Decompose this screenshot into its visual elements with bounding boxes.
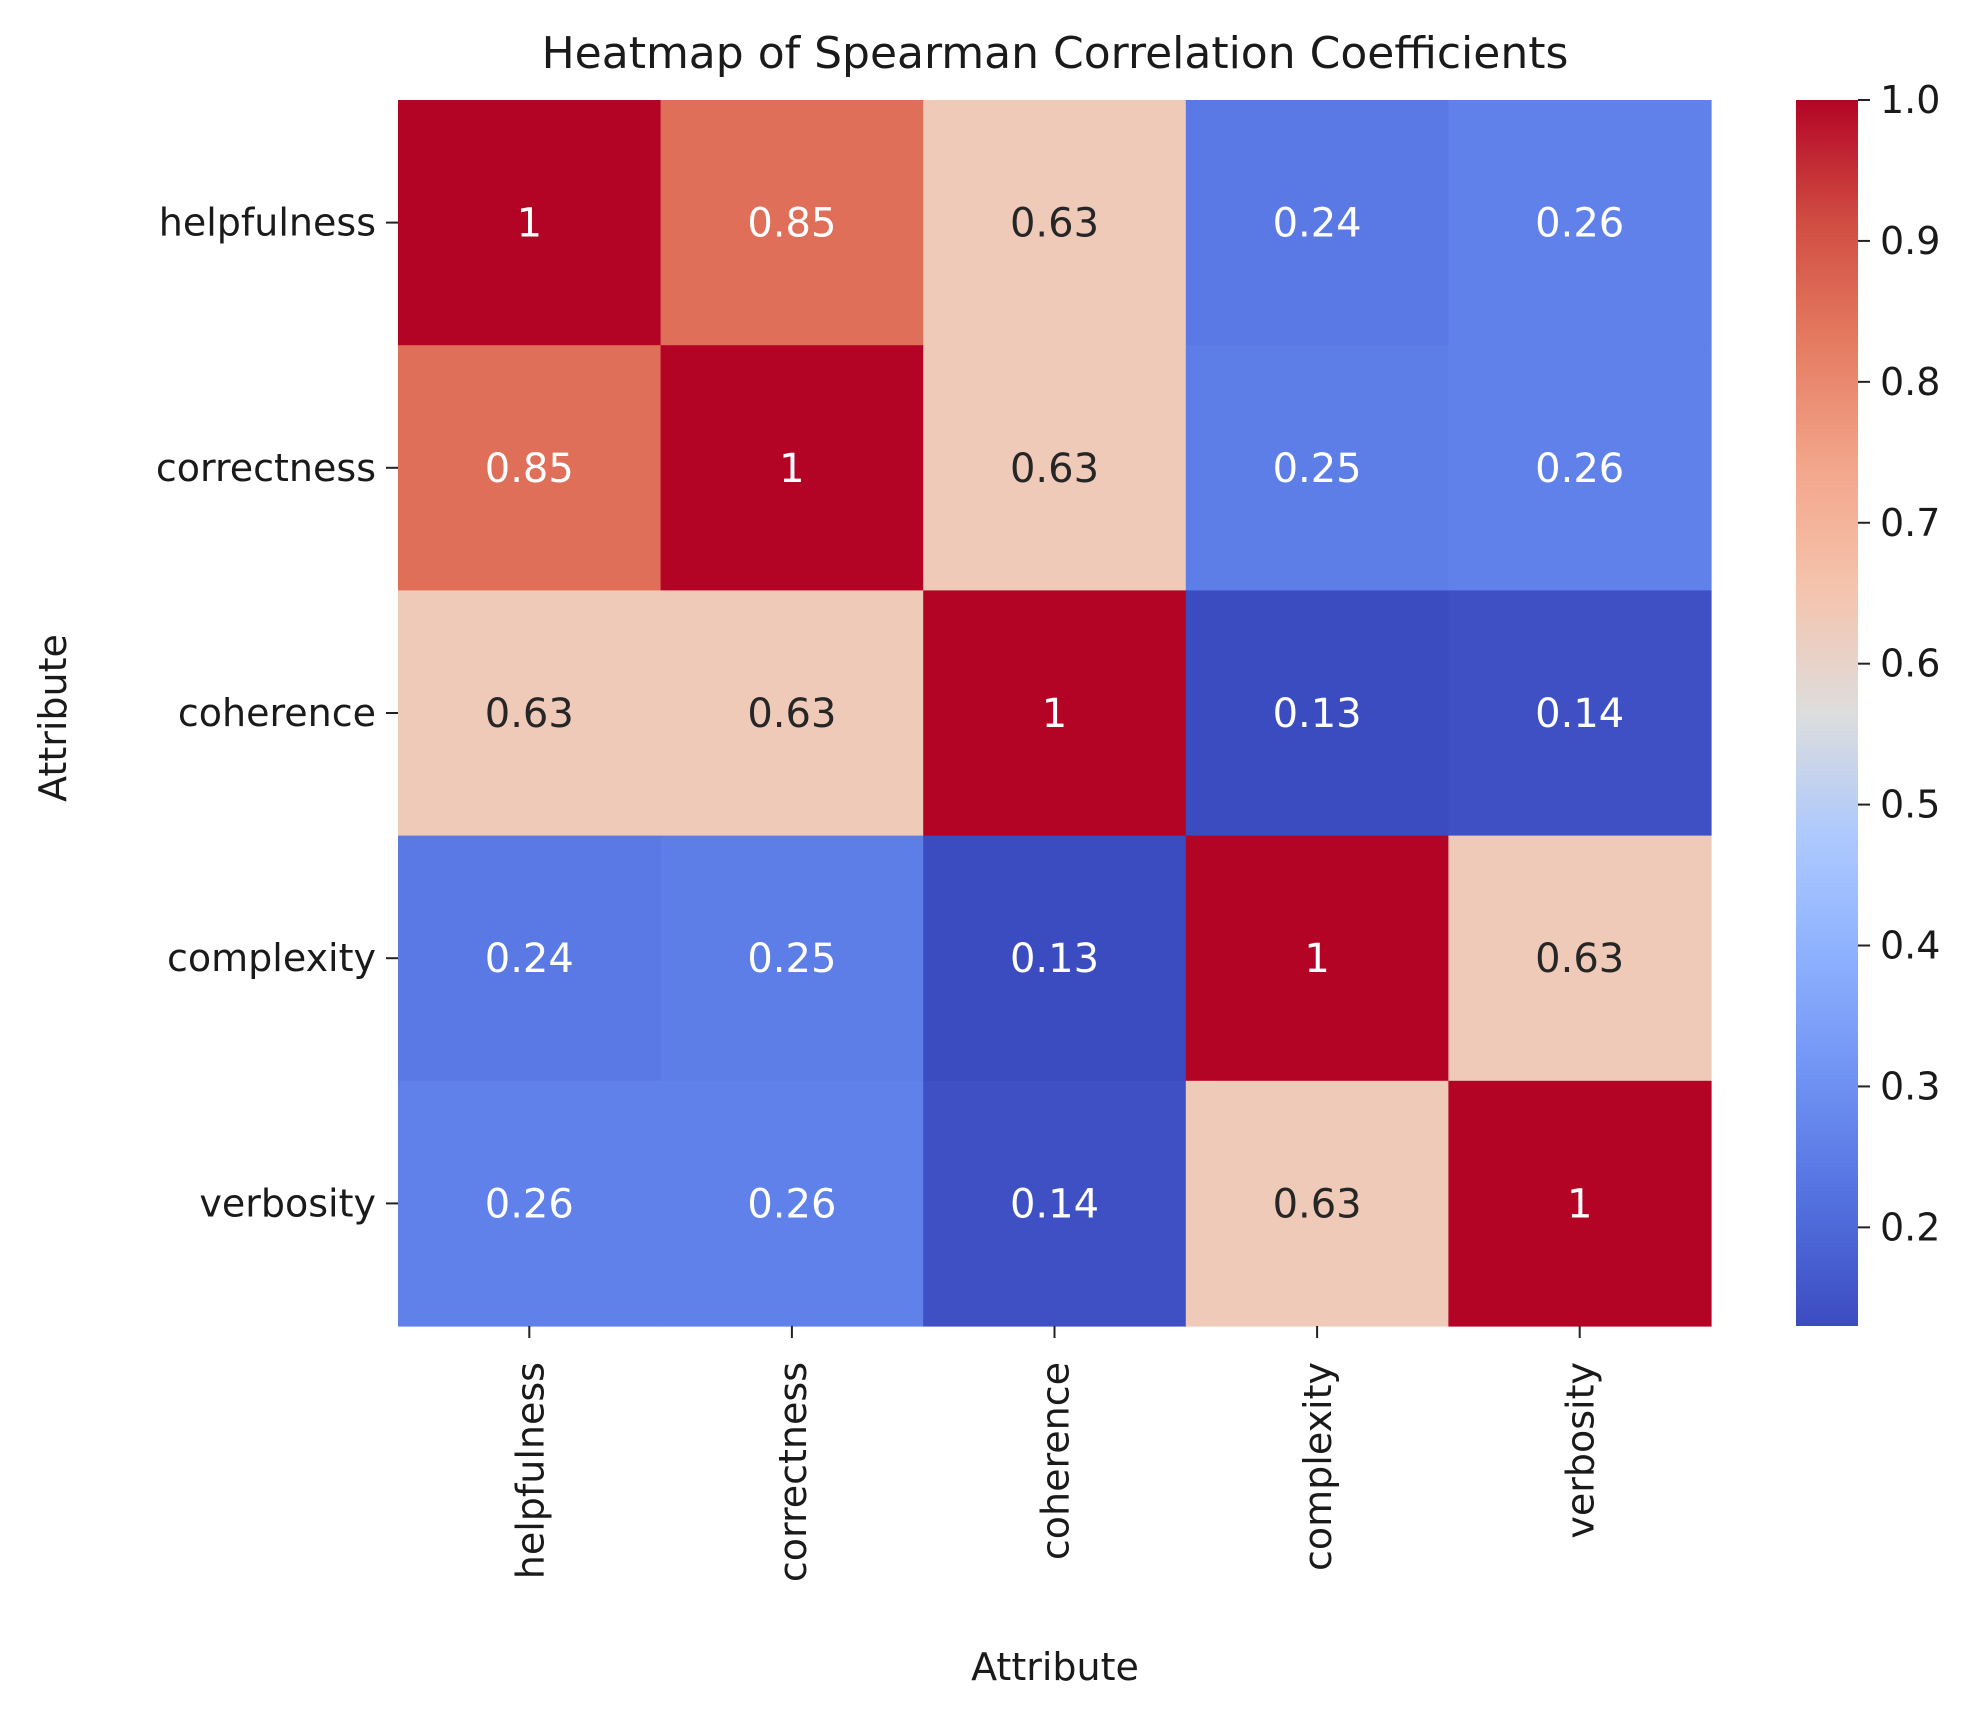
heatmap-cell-coherence-verbosity (1448, 590, 1712, 837)
cell-annotation: 0.26 (1535, 446, 1624, 492)
cell-annotation: 0.14 (1010, 1181, 1099, 1227)
cell-annotation: 0.24 (485, 936, 574, 982)
cell-annotation: 0.63 (747, 691, 836, 737)
y-tick-label-helpfulness: helpfulness (159, 201, 376, 245)
heatmap-cell-verbosity-helpfulness (398, 1080, 662, 1327)
cell-annotation: 0.63 (1010, 446, 1099, 492)
y-tick-label-verbosity: verbosity (199, 1181, 376, 1225)
cell-annotation: 1 (1042, 691, 1067, 737)
heatmap-cell-correctness-coherence (923, 345, 1187, 591)
heatmap-cell-helpfulness-coherence (923, 100, 1187, 346)
heatmap-cell-verbosity-coherence (923, 1080, 1187, 1327)
cell-annotation: 0.26 (747, 1181, 836, 1227)
colorbar-tick-label: 0.4 (1880, 924, 1940, 968)
cell-annotation: 0.85 (747, 201, 836, 247)
colorbar-tick-label: 0.7 (1880, 501, 1940, 545)
x-axis-label: Attribute (971, 1645, 1139, 1689)
colorbar-tick-label: 0.6 (1880, 642, 1940, 686)
cell-annotation: 0.85 (485, 446, 574, 492)
heatmap-cell-complexity-verbosity (1448, 835, 1712, 1082)
cell-annotation: 1 (1567, 1181, 1592, 1227)
cell-annotation: 0.26 (485, 1181, 574, 1227)
x-tick-label-helpfulness: helpfulness (508, 1362, 552, 1579)
x-axis: helpfulness correctness coherence complexit… (508, 1326, 1603, 1582)
heatmap-cell-verbosity-correctness (660, 1080, 924, 1327)
x-tick-label-coherence: coherence (1034, 1362, 1078, 1560)
cell-annotation: 0.63 (1535, 936, 1624, 982)
heatmap-cells (398, 100, 1712, 1327)
colorbar-tick-label: 1.0 (1880, 78, 1940, 122)
heatmap-cell-complexity-coherence (923, 835, 1187, 1082)
heatmap-cell-helpfulness-complexity (1185, 100, 1449, 346)
cell-annotation: 0.13 (1273, 691, 1362, 737)
cell-annotation: 0.63 (1273, 1181, 1362, 1227)
heatmap-cell-coherence-coherence (923, 590, 1187, 837)
cell-annotation: 0.63 (485, 691, 574, 737)
cell-annotation: 0.14 (1535, 691, 1624, 737)
x-tick-label-complexity: complexity (1296, 1362, 1340, 1571)
heatmap-cell-helpfulness-verbosity (1448, 100, 1712, 346)
cell-annotation: 1 (517, 201, 542, 247)
y-axis: helpfulness correctness coherence complexit… (156, 201, 398, 1225)
y-axis-label: Attribute (31, 634, 75, 802)
heatmap-cell-correctness-complexity (1185, 345, 1449, 591)
heatmap-cell-complexity-helpfulness (398, 835, 662, 1082)
y-tick-label-correctness: correctness (156, 446, 376, 490)
colorbar-tick-label: 0.2 (1880, 1205, 1940, 1249)
colorbar-tick-label: 0.8 (1880, 360, 1940, 404)
heatmap-cell-coherence-helpfulness (398, 590, 662, 837)
cell-annotation: 0.24 (1273, 201, 1362, 247)
heatmap-cell-complexity-complexity (1185, 835, 1449, 1082)
heatmap-cell-complexity-correctness (660, 835, 924, 1082)
cell-annotation: 0.63 (1010, 201, 1099, 247)
heatmap-cell-verbosity-complexity (1185, 1080, 1449, 1327)
cell-annotation: 1 (779, 446, 804, 492)
heatmap-cell-verbosity-verbosity (1448, 1080, 1712, 1327)
cell-annotation: 0.25 (1273, 446, 1362, 492)
heatmap-cell-coherence-complexity (1185, 590, 1449, 837)
heatmap-cell-correctness-correctness (660, 345, 924, 591)
heatmap-cell-coherence-correctness (660, 590, 924, 837)
heatmap-cell-helpfulness-correctness (660, 100, 924, 346)
heatmap-cell-correctness-helpfulness (398, 345, 662, 591)
colorbar-tick-label: 0.5 (1880, 783, 1940, 827)
cell-annotation: 0.26 (1535, 201, 1624, 247)
chart-title: Heatmap of Spearman Correlation Coeffici… (542, 28, 1569, 79)
y-tick-label-coherence: coherence (178, 691, 376, 735)
heatmap-cell-helpfulness-helpfulness (398, 100, 662, 346)
colorbar: 0.2 0.3 0.4 0.5 0.6 0.7 0.8 0.9 1.0 (1796, 78, 1940, 1326)
colorbar-gradient (1796, 100, 1858, 1326)
x-tick-label-correctness: correctness (771, 1362, 815, 1582)
cell-annotation: 0.25 (747, 936, 836, 982)
colorbar-tick-label: 0.3 (1880, 1064, 1940, 1108)
x-tick-label-verbosity: verbosity (1559, 1362, 1603, 1539)
cell-annotation: 1 (1304, 936, 1329, 982)
y-tick-label-complexity: complexity (167, 936, 376, 980)
heatmap-cell-correctness-verbosity (1448, 345, 1712, 591)
heatmap-annotations: 1 0.85 0.63 0.24 0.26 0.85 1 0.63 0.25 0.26 0.63 0.… (485, 201, 1624, 1228)
cell-annotation: 0.13 (1010, 936, 1099, 982)
colorbar-tick-label: 0.9 (1880, 219, 1940, 263)
